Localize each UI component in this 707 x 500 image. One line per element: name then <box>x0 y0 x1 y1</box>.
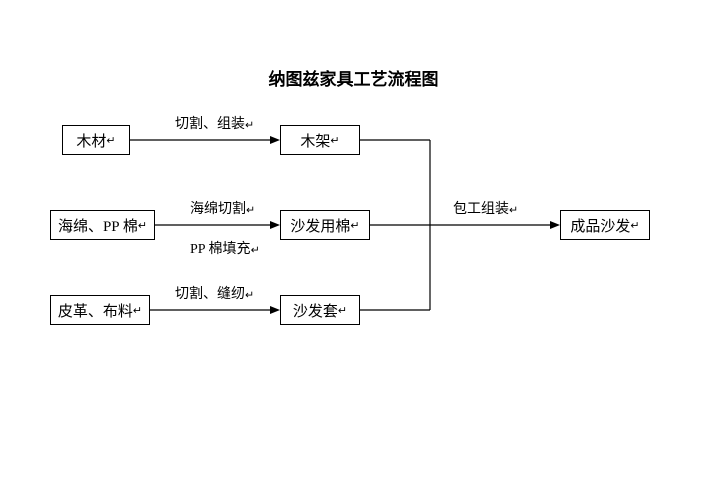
flowchart-container: 纳图兹家具工艺流程图 木材↵木架↵海绵、PP 棉↵沙发用棉↵皮革、布料↵沙发套↵… <box>0 0 707 500</box>
node-n4: 沙发用棉↵ <box>280 210 370 240</box>
node-n7: 成品沙发↵ <box>560 210 650 240</box>
node-n2: 木架↵ <box>280 125 360 155</box>
node-n1: 木材↵ <box>62 125 130 155</box>
edge-label: 切割、组装↵ <box>175 113 254 133</box>
node-n6: 沙发套↵ <box>280 295 360 325</box>
edge-label: 包工组装↵ <box>453 198 518 218</box>
edge-label: PP 棉填充↵ <box>190 238 260 258</box>
flowchart-svg <box>0 0 707 500</box>
node-n5: 皮革、布料↵ <box>50 295 150 325</box>
edge-label: 切割、缝纫↵ <box>175 283 254 303</box>
node-n3: 海绵、PP 棉↵ <box>50 210 155 240</box>
edge-label: 海绵切割↵ <box>190 198 255 218</box>
